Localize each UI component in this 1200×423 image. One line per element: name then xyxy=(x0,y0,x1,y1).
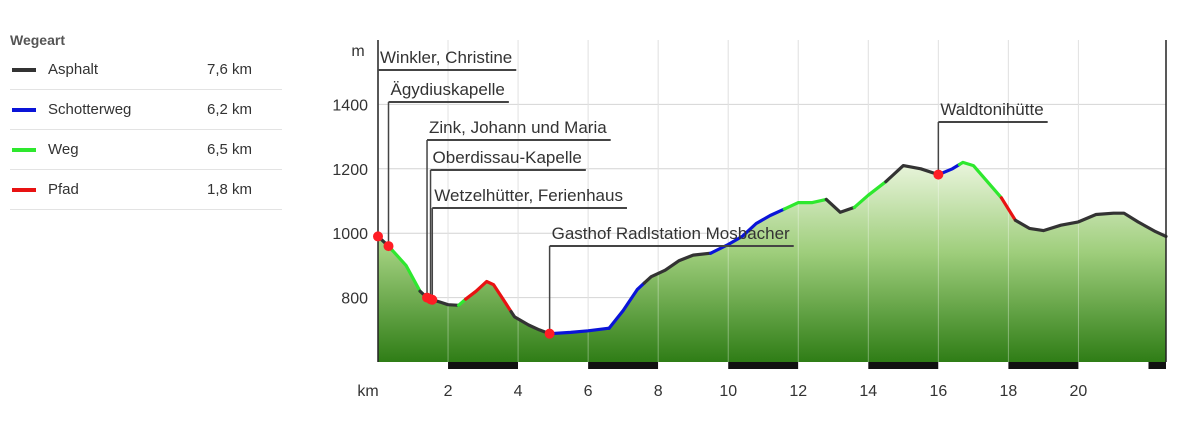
elevation-chart: 800 1000 1200 1400 2 4 6 8 10 12 14 16 18 20 m km Winkl… xyxy=(332,40,1168,400)
scale-bar-segment xyxy=(518,362,589,369)
legend: Wegeart Asphalt 7,6 km Schotterweg 6,2 k… xyxy=(10,30,282,210)
scale-bar-segment xyxy=(658,362,729,369)
segment-asphalt xyxy=(509,310,552,336)
x-tick-label: 2 xyxy=(444,383,453,400)
profile-line xyxy=(376,160,1168,336)
x-axis-label: km xyxy=(357,383,378,400)
poi-marker xyxy=(933,169,944,180)
x-tick-label: 12 xyxy=(789,383,807,400)
y-tick-label: 1400 xyxy=(332,97,368,114)
profile-area xyxy=(378,40,1166,362)
x-tick-label: 8 xyxy=(654,383,663,400)
legend-title: Wegeart xyxy=(10,32,65,48)
legend-label: Weg xyxy=(48,141,79,158)
segment-schotterweg xyxy=(548,326,611,336)
annotation-label: Winkler, Christine xyxy=(380,48,512,67)
legend-label: Pfad xyxy=(48,181,79,198)
x-tick-label: 20 xyxy=(1070,383,1088,400)
segment-asphalt xyxy=(1013,211,1168,238)
segment-weg xyxy=(390,248,422,293)
scale-bar-segment xyxy=(378,362,449,369)
x-tick-label: 10 xyxy=(719,383,737,400)
segment-asphalt xyxy=(884,164,940,184)
annotations: Winkler, Christine Ägydiuskapelle Zink, Jo… xyxy=(377,48,1048,334)
poi-marker xyxy=(427,294,438,305)
legend-item-pfad: Pfad 1,8 km xyxy=(10,170,282,210)
scale-bar-segment xyxy=(448,362,519,369)
scale-bar-segment xyxy=(1148,362,1166,369)
legend-swatch xyxy=(12,107,36,112)
y-axis-label: m xyxy=(351,43,364,60)
segment-asphalt xyxy=(642,251,713,285)
scale-bar-segment xyxy=(798,362,869,369)
scale-bar-segment xyxy=(938,362,1009,369)
segment-pfad xyxy=(464,279,513,314)
segment-weg xyxy=(782,197,828,211)
scale-bar-segment xyxy=(1078,362,1149,369)
x-tick-label: 4 xyxy=(514,383,523,400)
legend-swatch xyxy=(12,187,36,192)
x-tick-label: 16 xyxy=(929,383,947,400)
scale-bar-segment xyxy=(868,362,939,369)
segment-weg xyxy=(957,160,1003,200)
poi-marker xyxy=(373,231,383,242)
axes: 800 1000 1200 1400 2 4 6 8 10 12 14 16 18 20 m km xyxy=(332,40,1167,400)
segment-asphalt xyxy=(824,197,856,214)
segment-pfad xyxy=(999,196,1017,222)
annotation-label: Ägydiuskapelle xyxy=(391,80,505,99)
x-tick-label: 18 xyxy=(1000,383,1018,400)
y-tick-label: 800 xyxy=(341,291,368,308)
segment-schotterweg xyxy=(607,281,646,330)
elevation-area xyxy=(378,162,1166,362)
legend-value: 6,2 km xyxy=(206,101,252,118)
legend-value: 6,5 km xyxy=(206,141,252,158)
y-tick-label: 1000 xyxy=(332,226,368,243)
annotation-label: Gasthof Radlstation Mosbacher xyxy=(552,224,790,243)
scale-bar-segment xyxy=(728,362,799,369)
annotation-label: Waldtonihütte xyxy=(940,100,1043,119)
poi-marker xyxy=(383,241,394,252)
annotation-label: Wetzelhütter, Ferienhaus xyxy=(434,186,623,205)
annotation-label: Zink, Johann und Maria xyxy=(429,118,607,137)
legend-swatch xyxy=(12,147,36,152)
legend-value: 1,8 km xyxy=(206,181,252,198)
legend-item-schotterweg: Schotterweg 6,2 km xyxy=(10,90,282,130)
poi-marker xyxy=(544,328,555,339)
legend-item-asphalt: Asphalt 7,6 km xyxy=(10,50,282,90)
scale-bar-segment xyxy=(1008,362,1079,369)
legend-value: 7,6 km xyxy=(206,61,252,78)
segment-schotterweg xyxy=(936,162,961,177)
x-tick-label: 14 xyxy=(859,383,877,400)
x-tick-label: 6 xyxy=(584,383,593,400)
segment-weg xyxy=(852,180,888,209)
y-tick-label: 1200 xyxy=(332,162,368,179)
legend-item-weg: Weg 6,5 km xyxy=(10,130,282,170)
legend-label: Schotterweg xyxy=(48,101,132,118)
legend-swatch xyxy=(12,67,36,72)
scale-bar-segment xyxy=(588,362,659,369)
annotation-label: Oberdissau-Kapelle xyxy=(433,148,582,167)
legend-label: Asphalt xyxy=(48,61,99,78)
poi-markers xyxy=(373,169,944,339)
